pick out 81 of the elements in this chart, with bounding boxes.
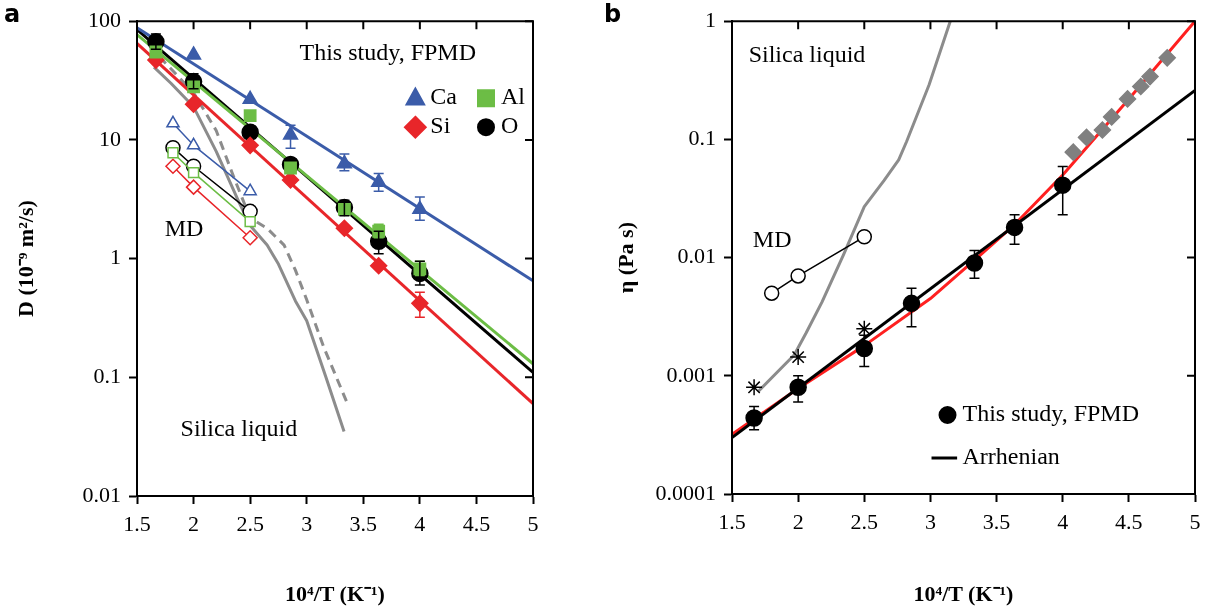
point [243,109,257,123]
point [855,339,874,358]
legend-label: Arrhenian [962,443,1060,470]
point [282,126,299,140]
x-axis-title: 10⁴/T (K⁻¹) [913,581,1014,607]
point [244,215,256,228]
point [371,173,387,187]
point [855,320,874,338]
point [790,268,806,284]
point [184,95,203,113]
x-tick-label: 5 [527,510,539,536]
point [241,123,259,141]
annotation: MD [752,226,792,253]
y-axis-title: D (10⁻⁹ m²/s) [12,200,38,317]
legend-label: Ca [430,83,458,110]
x-tick-label: 2 [188,510,200,536]
point [1005,218,1024,237]
point [165,158,181,174]
point [965,254,984,272]
y-axis-title: η (Pa s) [612,222,638,294]
y-tick-label: 0.1 [688,125,716,151]
x-tick-label: 2.5 [850,508,879,534]
x-tick-label: 3.5 [982,508,1011,534]
x-tick-label: 4.5 [1115,508,1143,534]
x-tick-label: 5 [1189,508,1201,534]
y-tick-label: 0.01 [82,481,121,507]
y-tick-label: 10 [99,125,121,151]
point [1077,128,1096,147]
y-tick-label: 0.1 [93,363,121,389]
x-axis-title: 10⁴/T (K⁻¹) [285,581,385,607]
point [185,46,202,60]
point [745,378,763,397]
point [186,137,201,150]
point [243,183,257,196]
x-tick-label: 2 [792,508,804,534]
legend-label: O [501,112,519,139]
point [167,147,179,159]
x-tick-label: 3 [301,510,313,536]
point [335,219,354,238]
point [763,285,780,301]
x-tick-label: 1.5 [123,510,151,536]
legend-label: Al [501,83,526,110]
point [166,115,180,128]
point [242,229,258,246]
point [1158,49,1176,67]
point [187,166,200,179]
point [1132,77,1150,96]
y-tick-label: 0.001 [666,361,716,387]
annotation: Silica liquid [180,414,298,441]
x-tick-label: 2.5 [236,510,264,536]
x-tick-label: 3.5 [349,510,378,536]
legend-title: This study, FPMD [299,39,476,66]
x-tick-label: 3 [924,508,936,534]
x-tick-label: 4 [1057,508,1069,534]
point [902,294,921,313]
y-tick-label: 0.01 [677,243,716,269]
y-tick-label: 1 [705,6,716,32]
point [1102,108,1121,126]
point [789,348,807,366]
point [1141,67,1159,86]
annotation: MD [164,215,204,242]
y-tick-label: 100 [88,6,121,32]
chart-title: b [604,0,622,29]
annotation: Silica liquid [748,41,866,68]
point [1118,90,1137,108]
point [241,136,259,155]
y-tick-label: 0.0001 [655,479,716,505]
chart-title: a [4,0,21,29]
y-tick-label: 1 [110,244,121,270]
point [242,90,258,104]
legend-label: This study, FPMD [962,400,1139,427]
point [369,257,388,275]
point [185,179,202,195]
x-tick-label: 4 [414,510,426,536]
point [1053,176,1072,194]
point [1093,121,1112,139]
x-tick-label: 4.5 [462,510,491,536]
x-tick-label: 1.5 [718,508,746,534]
point [1064,143,1083,161]
legend-label: Si [430,112,451,139]
point [856,229,873,245]
